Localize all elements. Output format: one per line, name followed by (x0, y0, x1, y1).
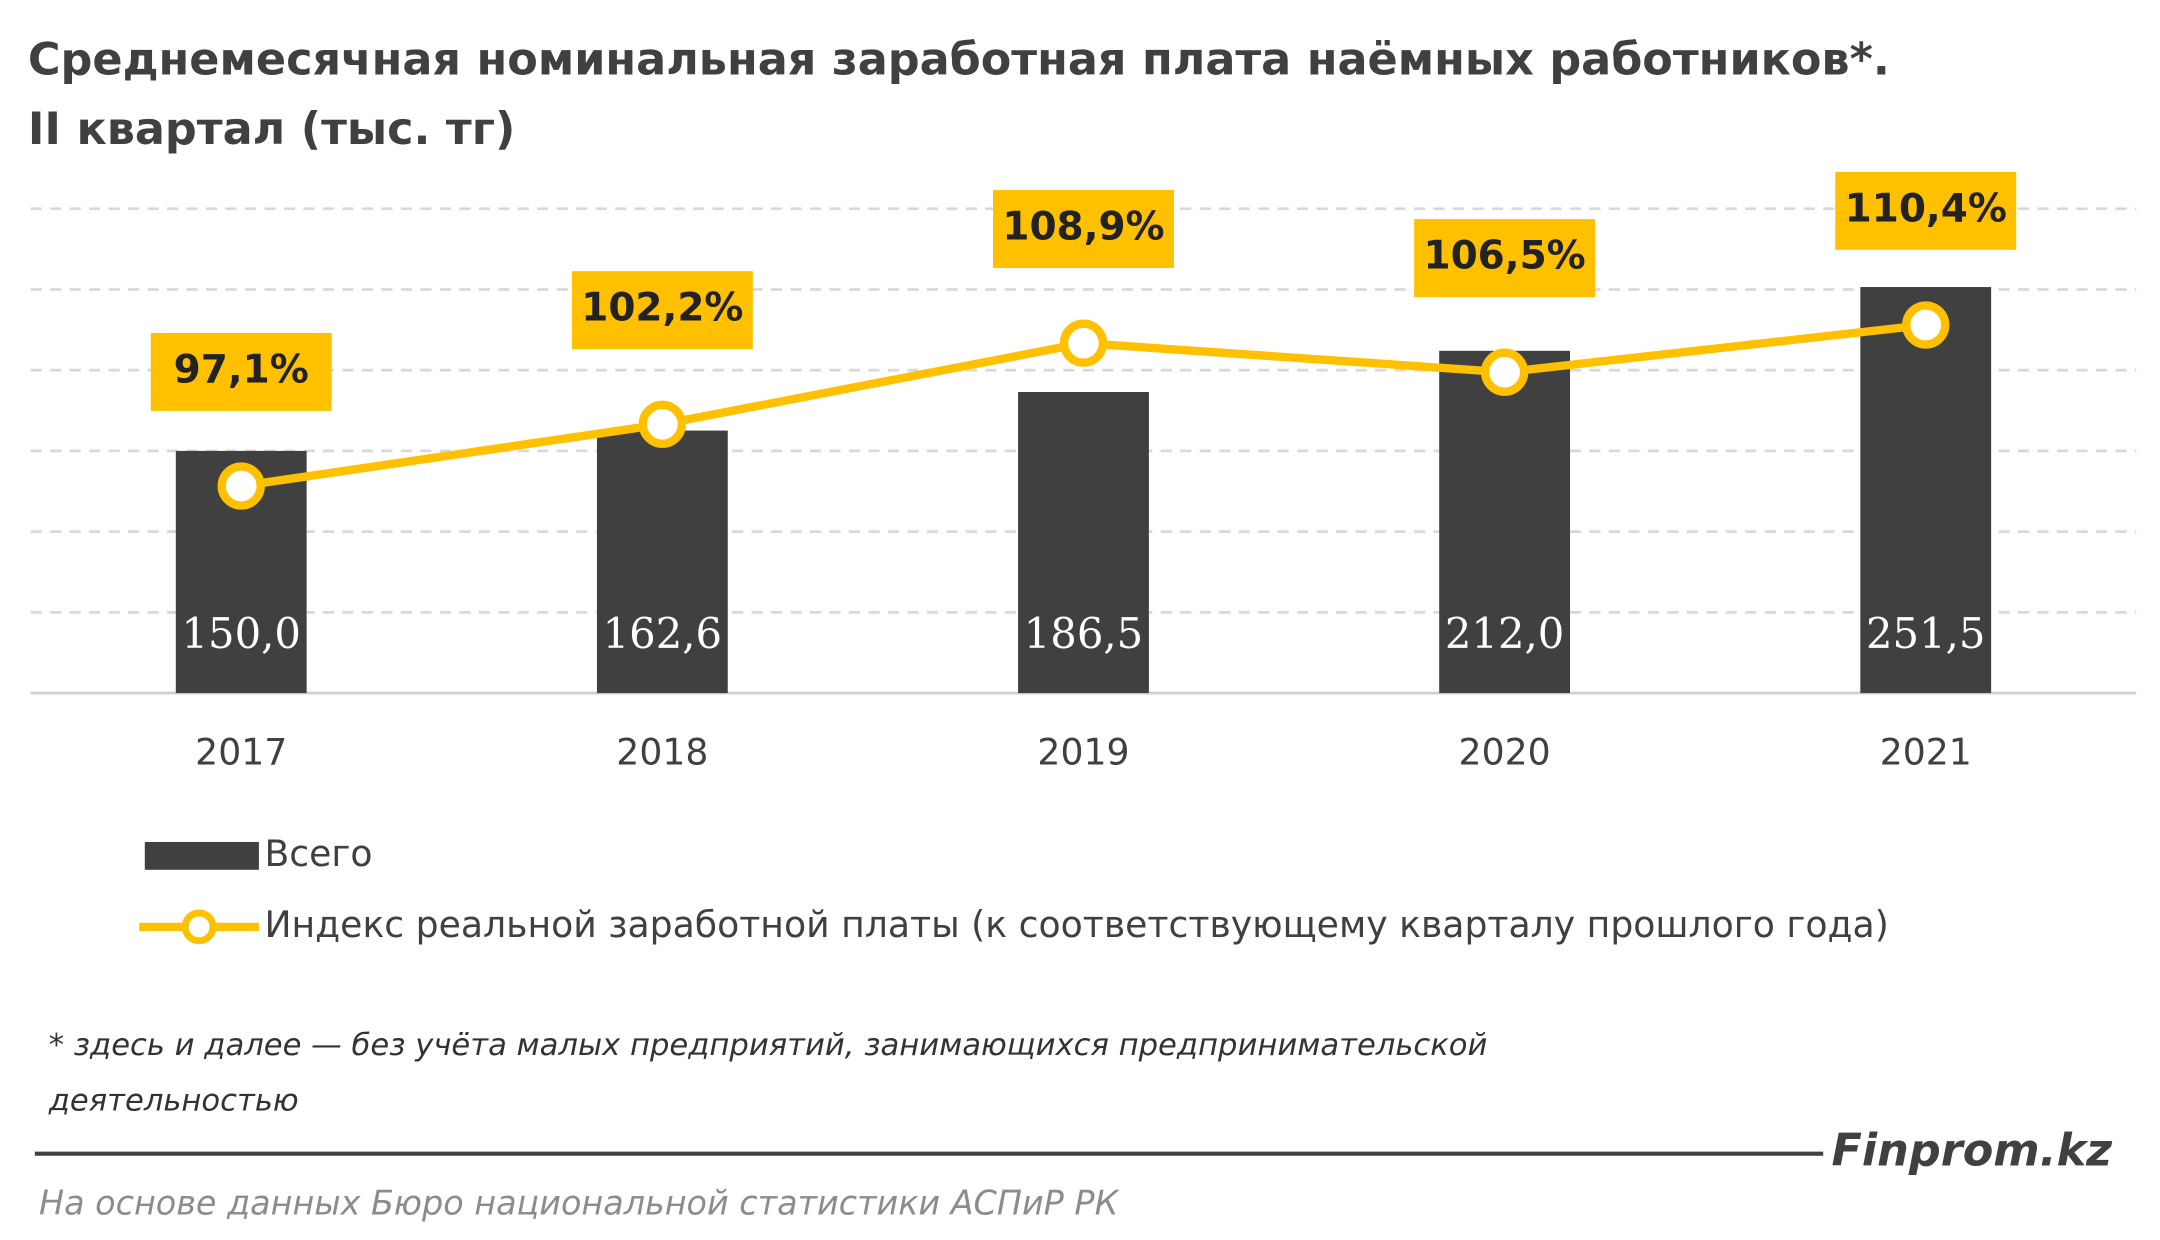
value-label-box (571, 271, 753, 350)
brand: Finprom.kz (1832, 1125, 2114, 1177)
chart-title: Среднемесячная номинальная заработная пл… (28, 34, 1890, 86)
x-tick-label: 2018 (616, 730, 708, 773)
value-label-box (993, 190, 1174, 268)
bar-value-label: 150,0 (181, 609, 301, 658)
line-value-label: 102,2% (581, 286, 743, 331)
source: На основе данных Бюро национальной стати… (39, 1184, 1120, 1223)
line-marker (1902, 301, 1950, 349)
x-tick-label: 2021 (1880, 730, 1972, 773)
legend-label: Всего (264, 832, 372, 875)
line-marker (638, 400, 687, 448)
chart-subtitle: II квартал (тыс. тг) (28, 103, 515, 155)
line-marker (217, 462, 265, 510)
x-tick-label: 2020 (1459, 730, 1551, 773)
line-value-label: 97,1% (174, 347, 309, 392)
legend-label: Индекс реальной заработной платы (к соот… (264, 903, 1888, 946)
line-marker (1059, 319, 1108, 367)
legend-bar-swatch (144, 841, 259, 870)
bar (596, 430, 728, 694)
x-tick-label: 2019 (1037, 730, 1129, 773)
bar-value-label: 251,5 (1866, 609, 1986, 658)
line-value-label: 106,5% (1423, 234, 1585, 279)
footnote: * здесь и далее — без учёта малых предпр… (49, 1028, 1488, 1063)
footnote: деятельностью (48, 1084, 299, 1119)
bar (1018, 391, 1149, 694)
bar-value-label: 162,6 (603, 609, 723, 658)
bar-value-label: 186,5 (1024, 609, 1144, 658)
bar-value-label: 212,0 (1445, 609, 1565, 658)
value-label-box (150, 332, 332, 411)
bar (1439, 350, 1571, 694)
bar (1860, 287, 1992, 694)
value-label-box (1835, 171, 2017, 250)
x-tick-label: 2017 (195, 730, 287, 773)
line-marker (1480, 348, 1529, 396)
line-value-label: 108,9% (1002, 205, 1164, 250)
value-label-box (1414, 219, 1596, 298)
legend-line-marker (181, 909, 217, 945)
line-value-label: 110,4% (1845, 186, 2007, 231)
